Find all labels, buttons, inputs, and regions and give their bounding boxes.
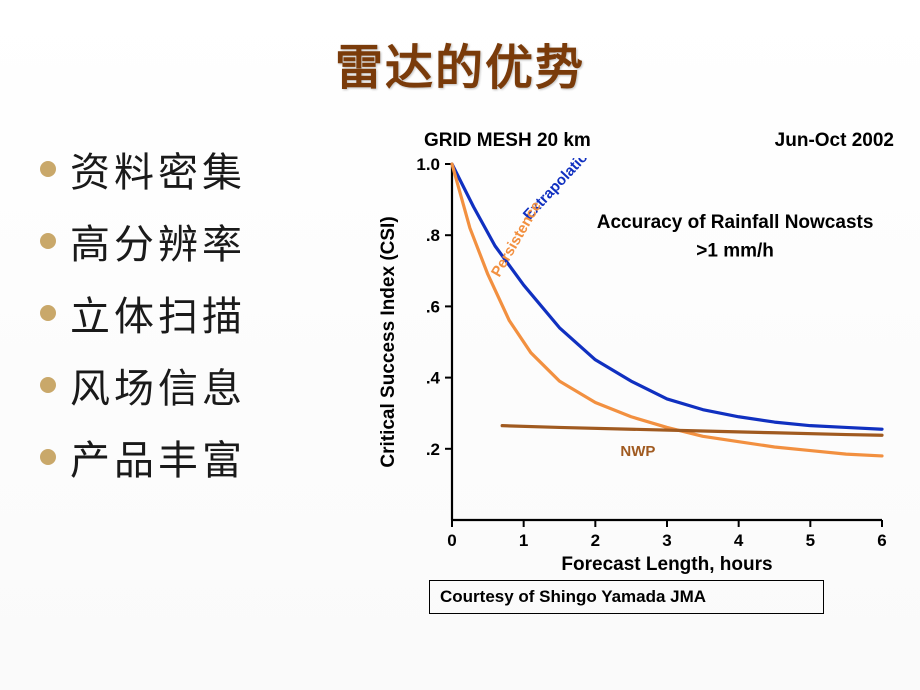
chart-container: GRID MESH 20 km Jun-Oct 2002 .2 .4 .6 .8 1.0… [364,130,894,614]
slide: 雷达的优势 资料密集高分辨率立体扫描风场信息产品丰富 GRID MESH 20 … [0,0,920,690]
bullet-item: 立体扫描 [40,284,340,342]
chart-header-right: Jun-Oct 2002 [775,130,894,152]
bullet-text: 立体扫描 [70,284,246,342]
bullet-dot-icon [40,449,56,465]
svg-text:2: 2 [591,531,600,550]
svg-text:.6: .6 [426,297,440,316]
svg-text:.4: .4 [426,369,441,388]
bullet-dot-icon [40,233,56,249]
bullet-text: 资料密集 [70,140,246,198]
svg-text:4: 4 [734,531,744,550]
chart-credit: Courtesy of Shingo Yamada JMA [429,580,824,614]
svg-text:Persistence: Persistence [488,198,545,279]
svg-text:6: 6 [877,531,886,550]
bullet-text: 产品丰富 [70,428,246,486]
content-row: 资料密集高分辨率立体扫描风场信息产品丰富 GRID MESH 20 km Jun… [40,130,880,614]
bullet-dot-icon [40,377,56,393]
bullet-item: 产品丰富 [40,428,340,486]
svg-text:>1 mm/h: >1 mm/h [696,241,774,262]
svg-text:1: 1 [519,531,528,550]
bullet-dot-icon [40,161,56,177]
svg-text:3: 3 [662,531,671,550]
slide-title: 雷达的优势 [40,28,880,98]
bullet-item: 资料密集 [40,140,340,198]
chart-plot: .2 .4 .6 .8 1.0 0 1 2 3 4 5 6 Critical Success Index… [364,158,894,578]
svg-text:.8: .8 [426,226,440,245]
svg-text:5: 5 [806,531,815,550]
svg-text:Forecast Length, hours: Forecast Length, hours [561,554,772,575]
svg-text:0: 0 [447,531,456,550]
chart-svg: .2 .4 .6 .8 1.0 0 1 2 3 4 5 6 Critical Success Index… [364,158,894,578]
svg-text:1.0: 1.0 [416,158,440,174]
bullet-dot-icon [40,305,56,321]
bullet-list: 资料密集高分辨率立体扫描风场信息产品丰富 [40,130,340,614]
bullet-item: 高分辨率 [40,212,340,270]
bullet-item: 风场信息 [40,356,340,414]
chart-header: GRID MESH 20 km Jun-Oct 2002 [364,130,894,152]
svg-text:NWP: NWP [620,443,655,460]
svg-text:Accuracy of Rainfall Nowcasts: Accuracy of Rainfall Nowcasts [597,212,874,233]
svg-text:Critical Success Index (CSI): Critical Success Index (CSI) [378,216,399,467]
bullet-text: 风场信息 [70,356,246,414]
bullet-text: 高分辨率 [70,212,246,270]
chart-header-left: GRID MESH 20 km [424,130,591,151]
svg-text:.2: .2 [426,440,440,459]
